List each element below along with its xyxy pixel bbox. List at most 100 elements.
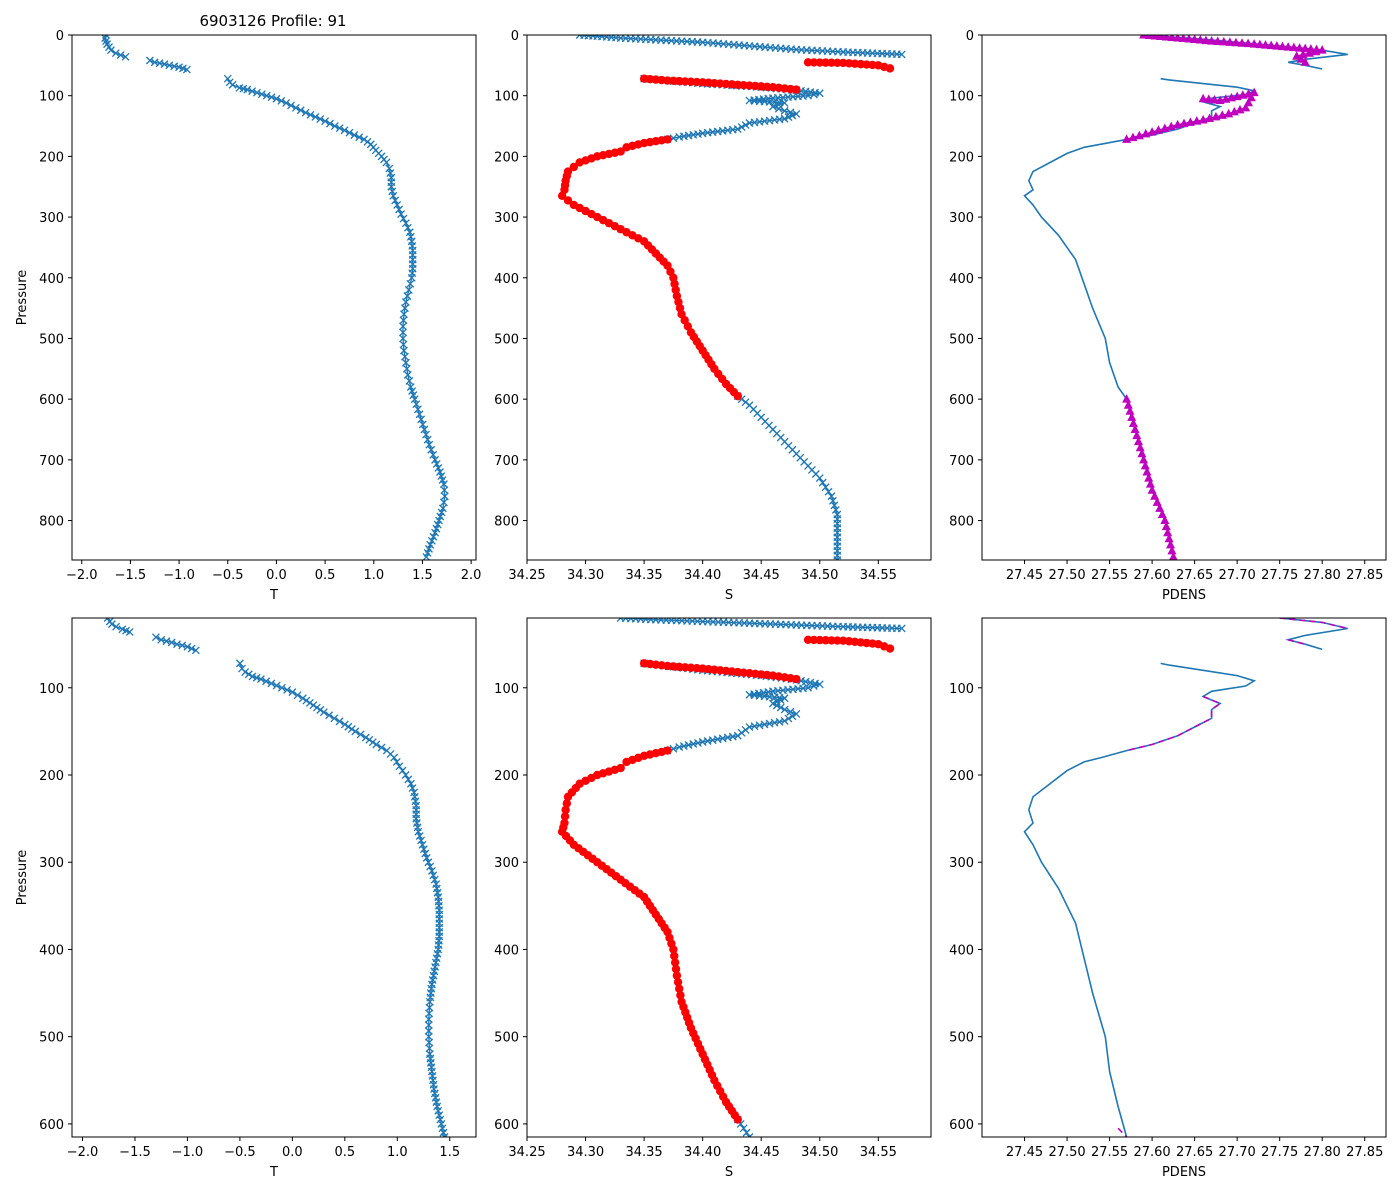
x-tick-label: 0.0 — [282, 1145, 303, 1160]
x-marker — [321, 117, 330, 126]
x-tick-label: 27.65 — [1176, 568, 1213, 583]
triangle-marker — [1142, 466, 1152, 476]
x-marker — [347, 725, 356, 734]
triangle-marker — [1164, 533, 1174, 543]
axes-frame — [71, 34, 477, 561]
x-marker — [404, 775, 413, 784]
triangle-marker — [1141, 128, 1151, 138]
x-axis-label: PDENS — [1162, 588, 1206, 603]
series-s — [575, 35, 906, 560]
triangle-marker — [1311, 46, 1321, 56]
circle-marker — [676, 991, 685, 1000]
x-marker — [235, 659, 244, 668]
triangle-marker — [1217, 110, 1227, 119]
circle-marker — [815, 58, 824, 67]
x-marker — [401, 219, 410, 228]
series-t — [101, 35, 449, 560]
circle-marker — [562, 799, 572, 808]
circle-marker — [669, 945, 678, 954]
y-tick-label: 300 — [494, 211, 519, 226]
chart-t-top: −2.0 −1.5 −1.0 −0.5 0.0 0.5 1.0 1.5 2.0 0 100 200 30… — [15, 29, 481, 603]
x-marker — [107, 620, 116, 629]
circle-marker — [557, 191, 567, 201]
x-marker — [405, 376, 414, 385]
x-tick-label: 1.5 — [439, 1145, 460, 1160]
x-marker — [262, 677, 271, 686]
x-marker — [828, 496, 837, 505]
x-marker — [112, 622, 121, 631]
triangle-marker — [1132, 430, 1142, 440]
x-marker — [395, 762, 404, 771]
x-axis-label: S — [725, 1165, 733, 1180]
x-marker — [305, 698, 314, 707]
x-marker — [267, 679, 276, 688]
x-tick-label: 34.30 — [567, 1145, 604, 1160]
x-marker — [417, 836, 426, 845]
x-tick-label: −1.5 — [115, 568, 147, 583]
x-tick-label: −1.5 — [119, 1145, 151, 1160]
x-marker — [780, 705, 789, 714]
triangle-marker — [1224, 108, 1234, 118]
triangle-marker — [1209, 94, 1219, 104]
x-tick-label: −2.0 — [66, 568, 98, 583]
circle-marker — [815, 635, 824, 645]
circle-marker — [827, 636, 836, 645]
x-marker — [244, 670, 253, 679]
x-marker — [431, 528, 440, 537]
y-tick-label: 400 — [39, 943, 64, 958]
circle-marker — [803, 58, 813, 67]
y-tick-label: 100 — [494, 90, 519, 105]
x-marker — [439, 498, 448, 507]
triangle-marker — [1283, 42, 1293, 51]
x-marker — [350, 131, 359, 140]
x-marker — [675, 133, 684, 141]
x-marker — [223, 74, 232, 83]
series-s — [616, 618, 906, 1137]
x-marker — [427, 866, 436, 875]
y-tick-label: 300 — [494, 856, 519, 871]
triangle-marker — [1292, 51, 1302, 60]
x-marker — [776, 703, 785, 712]
x-tick-label: 34.40 — [684, 1145, 721, 1160]
y-tick-label: 500 — [494, 1031, 519, 1046]
x-marker — [355, 133, 364, 142]
series-s-flagged — [557, 635, 895, 1124]
x-marker — [429, 532, 438, 541]
series-dashed-line — [1279, 618, 1348, 630]
x-tick-label: 1.5 — [412, 568, 433, 583]
x-marker — [427, 536, 436, 545]
x-marker — [272, 94, 281, 103]
triangle-marker — [1147, 127, 1157, 136]
x-marker — [287, 101, 295, 110]
triangle-marker — [1173, 35, 1183, 42]
triangle-marker — [1135, 442, 1145, 452]
x-marker — [422, 553, 431, 560]
panels: −2.0 −1.5 −1.0 −0.5 0.0 0.5 1.0 1.5 2.0 0 100 200 30… — [15, 29, 1387, 1180]
triangle-marker — [1125, 406, 1135, 415]
circle-marker — [672, 971, 682, 980]
circle-marker — [575, 158, 584, 167]
x-marker — [151, 633, 160, 642]
x-tick-label: 27.65 — [1176, 1145, 1213, 1160]
y-tick-label: 200 — [949, 769, 974, 784]
circle-marker — [833, 58, 842, 68]
triangle-marker — [1213, 36, 1223, 46]
triangle-marker — [1211, 111, 1221, 121]
x-marker — [267, 93, 276, 102]
x-marker — [296, 106, 305, 115]
x-marker — [739, 1124, 748, 1133]
series-dashed-line — [1126, 695, 1222, 752]
triangle-marker — [1229, 106, 1239, 116]
series-dashed-line — [1117, 1127, 1128, 1137]
x-marker — [400, 346, 408, 355]
x-tick-label: 0.0 — [266, 568, 287, 583]
x-tick-label: 34.30 — [567, 568, 604, 583]
triangle-marker — [1140, 460, 1150, 470]
x-marker — [335, 717, 344, 726]
chart-s-top: 34.25 34.30 34.35 34.40 34.45 34.50 34.55 0 100 2… — [494, 29, 932, 603]
y-tick-label: 100 — [949, 682, 974, 697]
x-marker — [415, 832, 424, 841]
x-marker — [831, 505, 840, 514]
series-s-flagged — [557, 58, 895, 401]
triangle-marker — [1192, 116, 1202, 125]
